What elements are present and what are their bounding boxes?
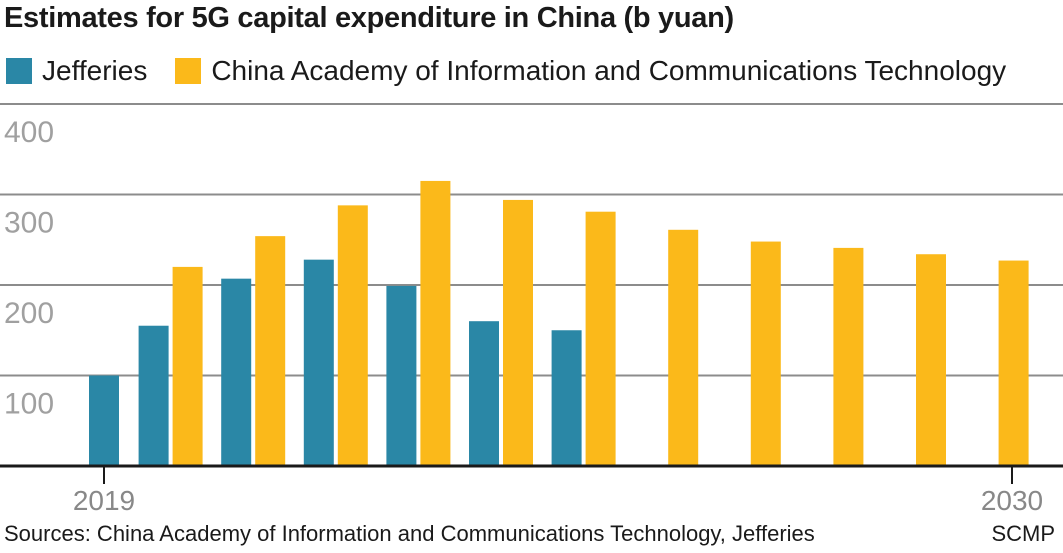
source-note: Sources: China Academy of Information an…	[4, 521, 815, 546]
bar-caict-2025	[585, 211, 616, 466]
bar-caict-2026	[668, 229, 699, 466]
legend-item-caict: China Academy of Information and Communi…	[175, 55, 1006, 87]
bar-jefferies-2023	[386, 285, 417, 466]
bar-jefferies-2024	[469, 321, 499, 466]
legend-swatch-jefferies	[6, 58, 32, 84]
bar-caict-2028	[833, 247, 864, 466]
bar-caict-2021	[255, 236, 286, 466]
y-tick-label-400: 400	[4, 116, 54, 149]
y-tick-label-100: 100	[4, 388, 54, 421]
bar-jefferies-2020	[138, 325, 169, 466]
bar-caict-2022	[337, 205, 368, 467]
chart-title: Estimates for 5G capital expenditure in …	[4, 2, 734, 34]
brand-label: SCMP	[991, 521, 1055, 546]
legend-label-jefferies: Jefferies	[42, 55, 148, 86]
x-tick-label-2019: 2019	[73, 485, 135, 516]
bar-caict-2024	[503, 199, 533, 466]
bar-jefferies-2021	[221, 278, 252, 466]
bar-jefferies-2025	[551, 330, 582, 466]
bar-jefferies-2022	[303, 259, 334, 466]
bar-caict-2030	[998, 260, 1029, 466]
legend-swatch-caict	[175, 58, 202, 84]
bar-caict-2029	[916, 254, 946, 466]
legend: Jefferies China Academy of Information a…	[6, 55, 1034, 87]
legend-item-jefferies: Jefferies	[6, 55, 147, 87]
bar-jefferies-2019	[89, 375, 119, 466]
legend-label-caict: China Academy of Information and Communi…	[211, 55, 1007, 86]
x-tick-label-2030: 2030	[981, 485, 1043, 516]
bar-caict-2023	[420, 180, 451, 467]
y-tick-label-300: 300	[4, 207, 54, 240]
bar-caict-2020	[172, 266, 203, 466]
bar-caict-2027	[750, 241, 781, 466]
y-tick-label-200: 200	[4, 297, 54, 330]
